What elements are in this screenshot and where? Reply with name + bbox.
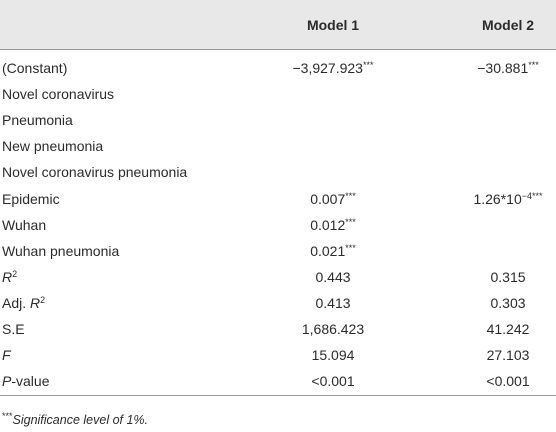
value-cell: 0.012*** [310, 216, 356, 234]
text: 15.094 [311, 347, 355, 364]
row-label: Adj. R2 [2, 294, 45, 312]
value-cell: 0.021*** [310, 242, 356, 260]
row-label: R2 [2, 268, 17, 286]
text: (Constant) [2, 60, 68, 76]
text: P [2, 373, 12, 390]
text: Significance level of 1%. [12, 413, 149, 427]
row-label: Novel coronavirus pneumonia [2, 163, 187, 181]
row-label: Wuhan [2, 216, 46, 234]
value-cell: 27.103 [487, 346, 530, 364]
text: Epidemic [2, 190, 60, 207]
text: Novel coronavirus [2, 86, 115, 103]
text: 0.007 [310, 190, 346, 207]
header-band [0, 0, 556, 50]
text: 0.303 [490, 294, 526, 311]
row-label: New pneumonia [2, 137, 103, 155]
text: F [2, 347, 11, 364]
superscript: *** [528, 60, 539, 70]
value-cell: 0.315 [490, 268, 525, 286]
superscript: *** [362, 60, 374, 70]
text: 27.103 [486, 347, 530, 364]
value-cell: 1.26*10−4*** [473, 190, 542, 208]
value-cell: <0.001 [311, 372, 354, 390]
row-label: (Constant) [2, 59, 67, 77]
text: 1.26*10 [473, 190, 522, 207]
superscript: *** [532, 190, 543, 201]
superscript: *** [345, 190, 356, 201]
text: −30.881 [477, 60, 529, 76]
superscript: −4 [521, 190, 533, 201]
superscript: 2 [12, 268, 18, 279]
column-header: Model 1 [306, 17, 360, 33]
text: 1,686.423 [301, 321, 365, 337]
text: R [2, 268, 13, 285]
value-cell: 41.242 [487, 320, 530, 338]
value-cell: 0.413 [315, 294, 350, 312]
text: Adj. [2, 294, 31, 311]
value-cell: 0.443 [315, 268, 350, 286]
text: 0.012 [310, 216, 346, 233]
row-label: Epidemic [2, 190, 60, 208]
text: Wuhan pneumonia [2, 242, 120, 259]
row-label: F [2, 346, 11, 364]
row-label: Pneumonia [2, 111, 73, 129]
row-label: Wuhan pneumonia [2, 242, 119, 260]
value-cell: −30.881*** [477, 59, 539, 77]
text: 0.315 [490, 268, 526, 285]
footnote: ***Significance level of 1%. [2, 411, 149, 428]
text: −3,927.923 [292, 60, 363, 76]
text: -value [11, 373, 50, 390]
text: R [30, 294, 41, 311]
superscript: *** [345, 216, 356, 227]
superscript: 2 [40, 294, 46, 305]
column-header: Model 2 [481, 17, 535, 33]
text: <0.001 [486, 373, 530, 390]
bottom-rule [0, 395, 556, 396]
value-cell: 1,686.423 [302, 320, 364, 338]
row-label: S.E [2, 320, 25, 338]
row-label: P-value [2, 372, 49, 390]
text: 41.242 [486, 321, 530, 337]
text: 0.443 [315, 268, 351, 285]
text: <0.001 [311, 373, 355, 390]
text: New pneumonia [2, 138, 104, 155]
text: 0.021 [310, 242, 346, 259]
value-cell: 15.094 [312, 346, 355, 364]
superscript: *** [345, 242, 356, 253]
text: 0.413 [315, 294, 351, 311]
text: Novel coronavirus pneumonia [2, 164, 188, 181]
value-cell: −3,927.923*** [293, 59, 374, 77]
text: Pneumonia [2, 112, 73, 129]
value-cell: 0.303 [490, 294, 525, 312]
value-cell: 0.007*** [310, 190, 356, 208]
value-cell: <0.001 [486, 372, 529, 390]
text: Wuhan [2, 216, 47, 233]
row-label: Novel coronavirus [2, 85, 114, 103]
superscript: *** [2, 411, 13, 421]
text: S.E [2, 321, 25, 337]
